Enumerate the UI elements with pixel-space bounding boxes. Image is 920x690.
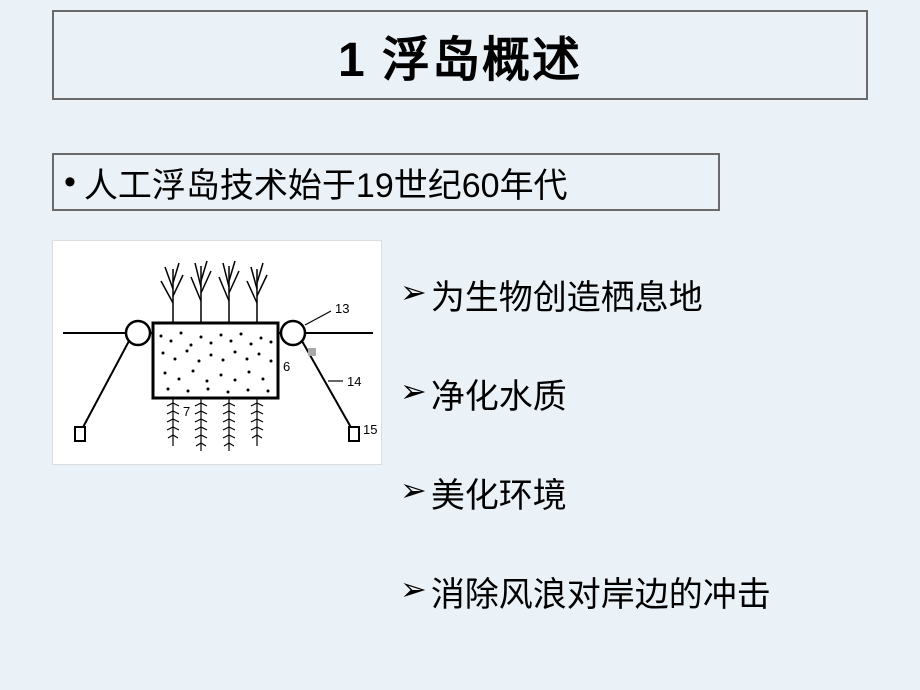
subtitle-prefix: 人工浮岛技术始于 xyxy=(84,168,356,205)
bullet-item-1: ➢ 为生物创造栖息地 xyxy=(400,270,900,319)
chevron-right-icon: ➢ xyxy=(400,468,427,512)
subtitle-num2: 60 xyxy=(462,167,500,205)
chevron-right-icon: ➢ xyxy=(400,369,427,413)
diagram-label-7: 7 xyxy=(183,404,190,419)
bullet-text-3: 美化环境 xyxy=(431,468,567,517)
subtitle-text: 人工浮岛技术始于19世纪60年代 xyxy=(84,158,568,207)
diagram-label-13: 13 xyxy=(335,301,349,316)
bullet-list: ➢ 为生物创造栖息地 ➢ 净化水质 ➢ 美化环境 ➢ 消除风浪对岸边的冲击 xyxy=(400,270,900,666)
bullet-item-2: ➢ 净化水质 xyxy=(400,369,900,418)
subtitle-box: • 人工浮岛技术始于19世纪60年代 xyxy=(52,153,720,211)
bullet-dot-icon: • xyxy=(64,163,76,202)
diagram-label-6: 6 xyxy=(283,359,290,374)
floating-island-diagram: 13 14 15 6 7 xyxy=(52,240,382,465)
bullet-text-1: 为生物创造栖息地 xyxy=(431,270,703,319)
chevron-right-icon: ➢ xyxy=(400,270,427,314)
bullet-text-2: 净化水质 xyxy=(431,369,567,418)
diagram-svg: 13 14 15 6 7 xyxy=(53,241,383,466)
bullet-item-4: ➢ 消除风浪对岸边的冲击 xyxy=(400,567,900,616)
center-marker-icon xyxy=(308,348,316,356)
diagram-label-14: 14 xyxy=(347,374,361,389)
diagram-label-15: 15 xyxy=(363,422,377,437)
subtitle-num1: 19 xyxy=(356,167,394,205)
subtitle-mid: 世纪 xyxy=(394,168,462,205)
subtitle-suffix: 年代 xyxy=(500,168,568,205)
title-box: 1 浮岛概述 xyxy=(52,10,868,100)
bullet-text-4: 消除风浪对岸边的冲击 xyxy=(431,567,771,616)
bullet-item-3: ➢ 美化环境 xyxy=(400,468,900,517)
chevron-right-icon: ➢ xyxy=(400,567,427,611)
slide-title: 1 浮岛概述 xyxy=(338,20,582,90)
